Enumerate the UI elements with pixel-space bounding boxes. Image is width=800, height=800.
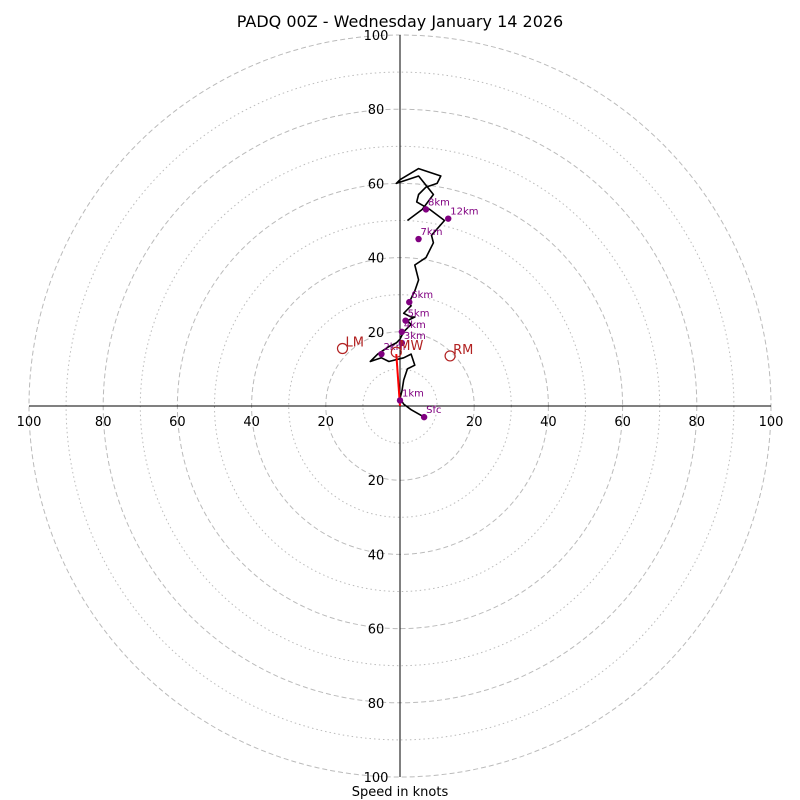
height-marker-point	[396, 397, 404, 404]
height-marker-point	[402, 317, 409, 324]
height-marker-label: Sfc	[426, 405, 441, 416]
height-marker-point	[398, 328, 406, 335]
y-tick-top-100: 100	[364, 29, 389, 44]
chart-title: PADQ 00Z - Wednesday January 14 2026	[237, 12, 563, 31]
y-tick-bottom-80: 80	[368, 697, 385, 712]
x-tick-left-60: 60	[169, 415, 186, 430]
x-tick-left-40: 40	[243, 415, 260, 430]
height-marker-point	[422, 206, 430, 213]
x-tick-left-100: 100	[17, 415, 42, 430]
height-marker-label: 1km	[402, 388, 424, 399]
motion-marker-label: MW	[399, 339, 423, 354]
y-tick-top-40: 40	[368, 252, 385, 267]
height-marker-point	[398, 339, 406, 347]
height-marker-label: 4km	[404, 320, 426, 331]
y-tick-bottom-60: 60	[368, 623, 385, 638]
x-tick-right-20: 20	[466, 415, 483, 430]
motion-marker-point	[444, 350, 456, 362]
height-marker-label: 6km	[411, 290, 433, 301]
height-marker-label: 8km	[428, 197, 450, 208]
x-axis-label: Speed in knots	[352, 785, 449, 800]
y-tick-top-60: 60	[368, 177, 385, 192]
y-tick-bottom-100: 100	[364, 771, 389, 786]
hodograph-line	[369, 167, 446, 418]
y-tick-top-20: 20	[368, 326, 385, 341]
y-tick-top-80: 80	[368, 103, 385, 118]
height-marker-point	[406, 298, 413, 306]
height-marker-label: 12km	[450, 207, 478, 218]
height-marker-point	[378, 350, 385, 358]
height-marker-label: 3km	[404, 331, 426, 342]
y-tick-bottom-40: 40	[368, 548, 385, 563]
motion-marker-label: RM	[453, 343, 473, 358]
motion-marker-point	[336, 342, 349, 355]
x-tick-right-40: 40	[540, 415, 557, 430]
storm-motion-markers: LM MW RM	[336, 335, 473, 362]
height-marker-label: 5km	[408, 309, 430, 320]
x-tick-left-80: 80	[95, 415, 112, 430]
x-tick-right-100: 100	[759, 415, 784, 430]
x-tick-right-60: 60	[614, 415, 631, 430]
height-marker-point	[445, 215, 452, 222]
x-tick-right-80: 80	[689, 415, 706, 430]
y-tick-bottom-20: 20	[368, 474, 385, 489]
x-tick-left-20: 20	[318, 415, 335, 430]
height-marker-point	[420, 413, 428, 421]
motion-marker-point	[390, 346, 402, 358]
height-marker-point	[415, 235, 422, 243]
motion-marker-label: LM	[345, 335, 363, 350]
height-marker-label: 7km	[421, 227, 443, 238]
tick-labels: 20 20 20 20 40 40 40 40 60 60 60 60 80 80 80 80 100 100 10…	[17, 29, 784, 786]
